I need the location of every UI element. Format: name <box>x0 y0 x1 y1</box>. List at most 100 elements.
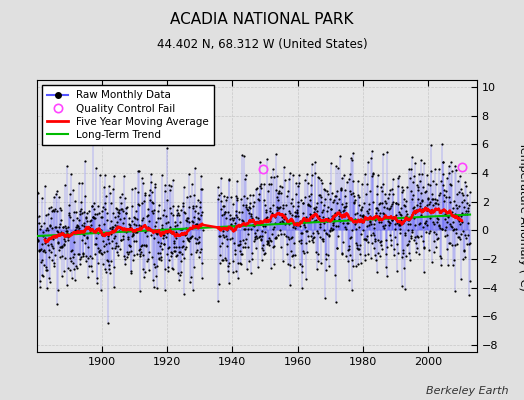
Point <box>182 225 190 231</box>
Point <box>410 204 419 210</box>
Point <box>293 202 302 209</box>
Point <box>412 181 421 188</box>
Point <box>351 216 359 222</box>
Point <box>236 248 245 254</box>
Point <box>372 238 380 244</box>
Point <box>225 216 234 222</box>
Point <box>434 200 442 207</box>
Point <box>366 155 375 162</box>
Point <box>112 219 121 226</box>
Point <box>272 204 281 211</box>
Point <box>122 205 130 211</box>
Point <box>455 218 463 224</box>
Point <box>248 191 257 198</box>
Point <box>81 158 90 164</box>
Point <box>396 211 405 218</box>
Point <box>194 234 203 240</box>
Point <box>174 211 183 218</box>
Point <box>87 222 95 229</box>
Point <box>185 171 193 177</box>
Point <box>366 188 375 195</box>
Point <box>220 233 228 240</box>
Point <box>379 151 388 157</box>
Point <box>86 225 94 231</box>
Point <box>64 265 73 272</box>
Point <box>173 212 181 219</box>
Point <box>286 282 294 289</box>
Point <box>53 229 62 236</box>
Point <box>342 203 350 210</box>
Point <box>244 231 252 238</box>
Point <box>337 186 345 192</box>
Point <box>339 211 347 218</box>
Point <box>430 249 438 255</box>
Point <box>47 204 56 210</box>
Point <box>417 233 425 240</box>
Point <box>360 214 368 221</box>
Point <box>404 226 412 233</box>
Point <box>74 251 82 258</box>
Point <box>96 287 105 293</box>
Point <box>363 233 372 239</box>
Point <box>38 272 46 278</box>
Point <box>146 226 155 233</box>
Point <box>268 212 276 218</box>
Point <box>115 206 123 213</box>
Point <box>118 226 126 232</box>
Point <box>134 167 143 174</box>
Point <box>449 262 457 268</box>
Point <box>149 200 157 206</box>
Point <box>95 222 104 228</box>
Point <box>390 234 399 240</box>
Point <box>177 269 185 275</box>
Point <box>438 226 446 232</box>
Point <box>88 202 96 209</box>
Point <box>441 210 449 217</box>
Point <box>411 222 420 228</box>
Point <box>397 217 405 223</box>
Point <box>84 274 92 280</box>
Point <box>133 227 141 234</box>
Point <box>301 194 309 200</box>
Point <box>387 242 396 248</box>
Point <box>192 249 200 256</box>
Point <box>84 244 93 251</box>
Point <box>224 268 232 274</box>
Point <box>415 171 423 177</box>
Point <box>451 288 459 294</box>
Point <box>380 214 389 220</box>
Point <box>400 265 408 271</box>
Point <box>43 225 51 231</box>
Text: 44.402 N, 68.312 W (United States): 44.402 N, 68.312 W (United States) <box>157 38 367 51</box>
Point <box>234 242 243 248</box>
Point <box>401 286 409 292</box>
Point <box>248 256 256 262</box>
Point <box>452 230 461 237</box>
Point <box>407 233 416 239</box>
Point <box>328 227 336 234</box>
Point <box>440 226 449 233</box>
Point <box>391 221 399 228</box>
Point <box>310 234 318 240</box>
Point <box>152 230 160 236</box>
Point <box>386 232 394 238</box>
Point <box>63 228 71 234</box>
Point <box>238 209 246 216</box>
Point <box>331 210 340 216</box>
Point <box>400 196 409 202</box>
Point <box>445 163 454 170</box>
Point <box>347 155 355 161</box>
Point <box>447 159 455 166</box>
Point <box>349 150 357 156</box>
Point <box>59 223 67 230</box>
Point <box>99 238 107 244</box>
Point <box>372 205 380 212</box>
Point <box>92 226 101 232</box>
Point <box>37 223 46 229</box>
Point <box>395 222 403 228</box>
Point <box>267 181 275 188</box>
Point <box>278 218 286 224</box>
Point <box>258 228 266 235</box>
Point <box>347 190 355 197</box>
Point <box>101 206 109 212</box>
